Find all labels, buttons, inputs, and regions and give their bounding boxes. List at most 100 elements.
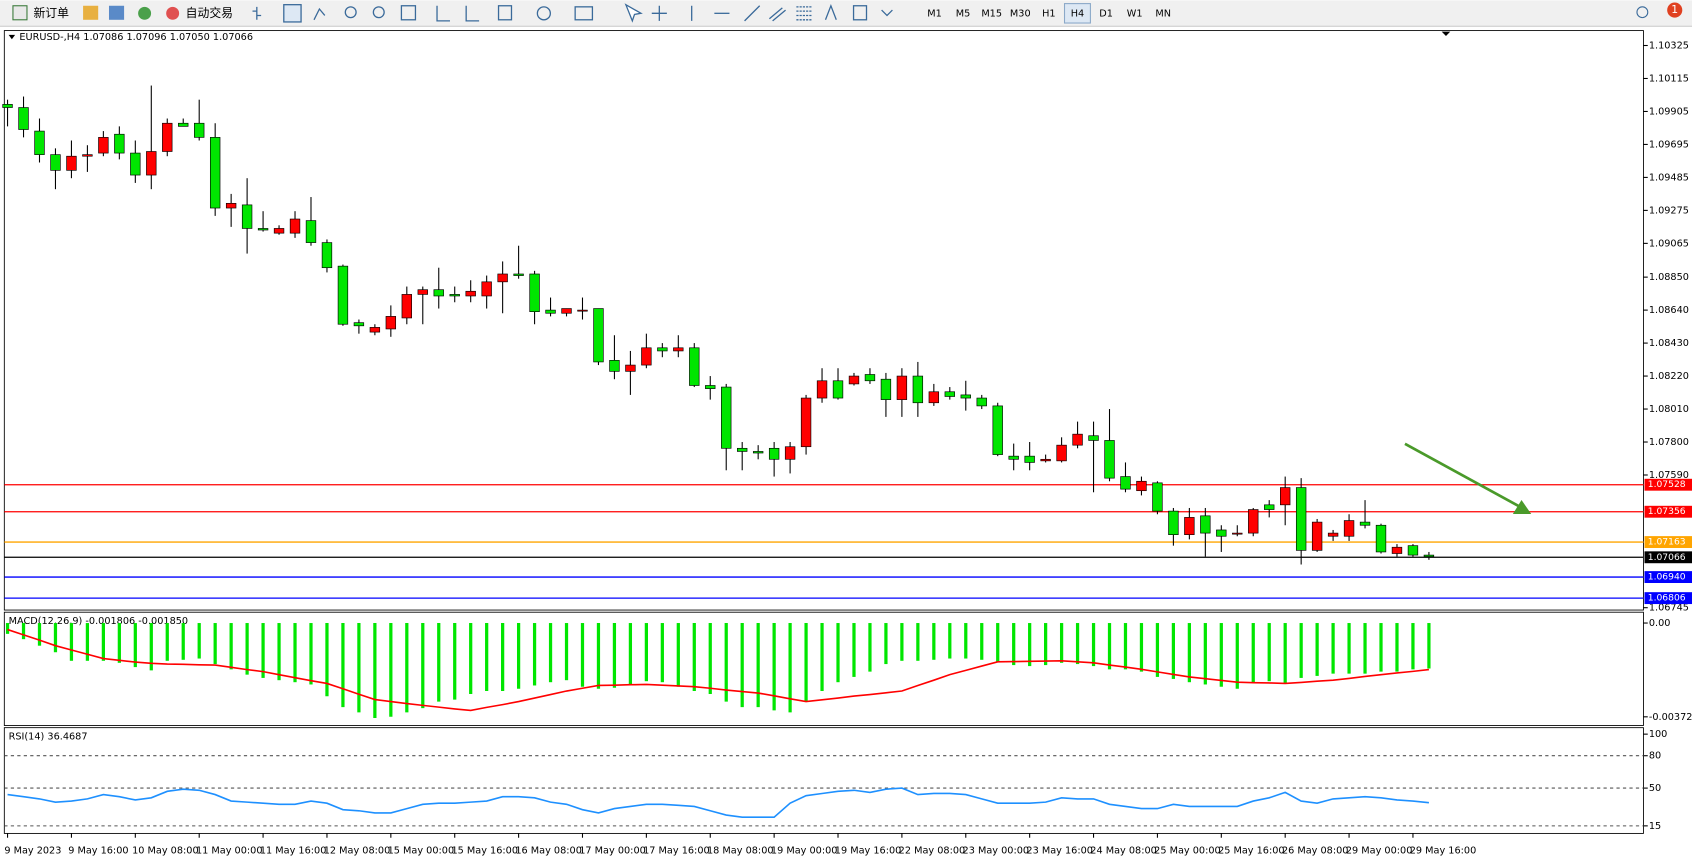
price-level-tag — [1644, 551, 1692, 564]
candle-body — [705, 385, 716, 389]
candle-body — [194, 122, 205, 138]
candle-body — [625, 364, 636, 372]
candle-body — [880, 378, 892, 400]
notification-badge[interactable] — [1667, 2, 1683, 18]
timeframe-buttons: M1 M5 M15 M30 H1 H4 D1 W1 MN — [927, 3, 1171, 24]
timeframe-button[interactable]: M30 — [1010, 8, 1031, 19]
y-tick-label: 1.09695 — [1649, 139, 1689, 150]
x-tick-label: 19 May 00:00 — [771, 846, 838, 857]
trendline-tool[interactable] — [744, 5, 761, 22]
timeframe-button[interactable]: H1 — [1042, 8, 1055, 19]
y-tick-label: 15 — [1649, 821, 1661, 832]
candle-body — [1152, 482, 1163, 512]
candle-body — [433, 289, 444, 297]
indicators-tool[interactable] — [497, 5, 513, 21]
candle-body — [225, 202, 237, 209]
candle-body — [513, 273, 524, 276]
candle-body — [848, 375, 860, 385]
candle-body — [1232, 532, 1243, 535]
candle-body — [401, 294, 412, 319]
candle-body — [1407, 545, 1419, 556]
timeframe-button[interactable]: W1 — [1127, 8, 1143, 19]
timeframe-button[interactable]: D1 — [1099, 8, 1113, 19]
candle-body — [1024, 455, 1035, 463]
price-level-tag — [1644, 536, 1692, 548]
y-tick-label: 1.10115 — [1649, 73, 1689, 84]
macd-signal-line — [7, 628, 1430, 712]
candle-body — [1184, 517, 1195, 535]
timeframe-button[interactable]: M1 — [927, 8, 942, 19]
tile-windows-tool[interactable] — [400, 5, 417, 21]
new-order-button[interactable]: 新订单 — [33, 6, 69, 20]
auto-trading-icon[interactable] — [166, 6, 180, 20]
y-tick-label: -0.003725 — [1649, 712, 1692, 723]
x-tick-label: 24 May 08:00 — [1090, 846, 1157, 857]
candle-body — [289, 218, 301, 234]
toolbar-icon[interactable] — [83, 5, 99, 20]
new-order-icon[interactable] — [12, 5, 28, 21]
candle-chart-tool[interactable] — [283, 4, 302, 23]
x-tick-label: 25 May 00:00 — [1154, 846, 1221, 857]
candle-body — [1136, 480, 1147, 492]
timeframe-button[interactable]: MN — [1155, 8, 1171, 19]
arrows-tool[interactable] — [881, 9, 893, 17]
bar-chart-tool[interactable] — [252, 6, 262, 20]
zoom-out-tool[interactable] — [372, 6, 385, 19]
label-tool[interactable] — [852, 5, 868, 21]
price-level-label: 1.07356 — [1648, 506, 1686, 517]
x-tick-label: 10 May 08:00 — [132, 846, 199, 857]
chart-title: EURUSD-,H4 1.07086 1.07096 1.07050 1.070… — [19, 32, 253, 43]
rsi-pane — [3, 727, 1644, 834]
timeframe-button[interactable]: H4 — [1071, 8, 1084, 19]
candle-body — [305, 220, 317, 243]
crosshair-tool[interactable] — [651, 5, 667, 21]
toolbar-icon[interactable] — [108, 5, 125, 20]
toolbar-icon[interactable] — [138, 6, 152, 20]
text-tool[interactable] — [824, 3, 837, 21]
annotation-arrowhead — [1512, 499, 1532, 515]
candle-body — [353, 322, 365, 327]
price-level-label: 1.06940 — [1648, 572, 1686, 583]
periods-tool[interactable] — [536, 6, 551, 21]
candle-body — [1104, 440, 1115, 479]
x-tick-label: 29 May 00:00 — [1346, 846, 1413, 857]
zoom-in-tool[interactable] — [344, 6, 357, 19]
candle-body — [1216, 529, 1227, 537]
y-tick-label: 1.09905 — [1649, 106, 1689, 117]
toolbar-background — [0, 0, 1692, 27]
price-level-tag — [1644, 478, 1692, 491]
timeframe-button[interactable]: M15 — [981, 8, 1002, 19]
candle-body — [944, 391, 955, 397]
price-level-tag — [1644, 592, 1692, 605]
candle-body — [50, 154, 61, 171]
cursor-tool[interactable] — [624, 3, 643, 23]
candle-body — [34, 130, 45, 155]
y-tick-label: 1.07800 — [1649, 437, 1689, 448]
timeframe-button[interactable]: M5 — [956, 8, 971, 19]
price-level-label: 1.07163 — [1648, 537, 1686, 548]
candle-body — [1343, 520, 1355, 537]
chart-menu-arrow[interactable] — [8, 34, 16, 40]
x-tick-label: 17 May 00:00 — [579, 846, 646, 857]
candle-body — [257, 228, 269, 231]
candle-body — [18, 107, 29, 130]
candle-body — [1008, 455, 1019, 460]
y-tick-label: 50 — [1649, 783, 1661, 794]
candle-body — [1311, 521, 1323, 551]
candle-body — [1264, 504, 1275, 510]
channel-tool[interactable] — [768, 7, 786, 22]
search-icon[interactable] — [1636, 6, 1649, 19]
autoscroll-tool[interactable] — [436, 5, 450, 22]
templates-tool[interactable] — [574, 6, 594, 21]
chart-shift-tool[interactable] — [465, 5, 480, 22]
candle-body — [1040, 458, 1051, 462]
candle-body — [529, 273, 540, 313]
candle-body — [98, 137, 109, 154]
candle-body — [577, 309, 588, 312]
x-tick-label: 19 May 16:00 — [835, 846, 902, 857]
line-chart-tool[interactable] — [313, 7, 326, 21]
candle-body — [241, 204, 253, 229]
candle-body — [146, 151, 157, 176]
auto-trading-button[interactable]: 自动交易 — [186, 6, 233, 20]
fibonacci-tool[interactable] — [796, 6, 812, 21]
